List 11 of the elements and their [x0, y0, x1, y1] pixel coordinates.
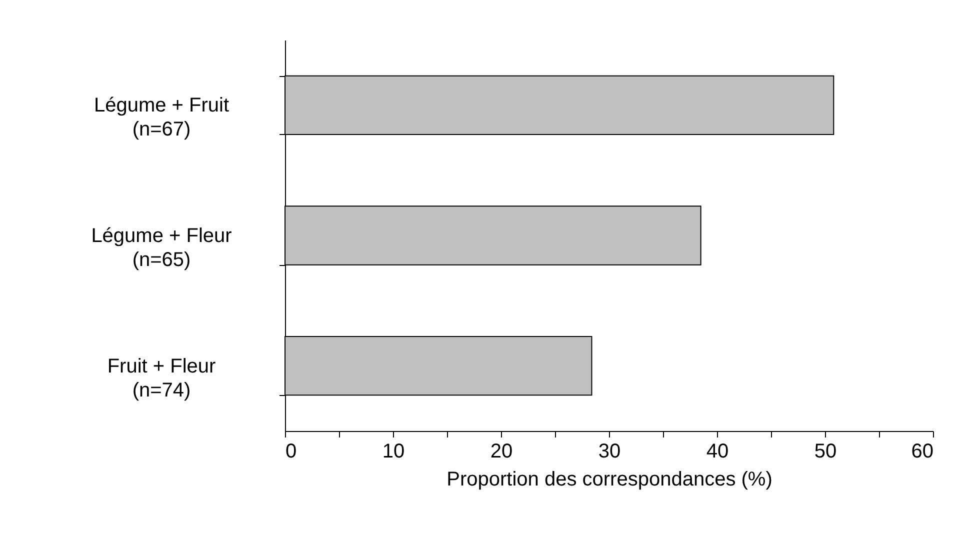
x-axis-title: Proportion des correspondances (%)	[446, 468, 772, 490]
x-tick-label: 40	[706, 440, 729, 462]
x-tick-label: 60	[911, 440, 934, 462]
y-tick-label: Légume + Fleur (n=65)	[91, 225, 232, 271]
x-tick-label: 20	[490, 440, 513, 462]
x-tick-label: 30	[598, 440, 621, 462]
x-tick-label: 0	[286, 440, 297, 462]
y-tick-label: Légume + Fruit (n=67)	[94, 94, 230, 141]
x-tick-label: 50	[814, 440, 837, 462]
x-tick-label: 10	[382, 440, 405, 462]
y-tick-label: Fruit + Fleur (n=74)	[107, 355, 216, 402]
